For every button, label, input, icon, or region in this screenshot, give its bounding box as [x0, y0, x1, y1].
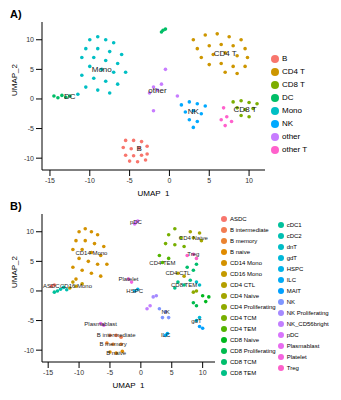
html-text:ASDC: ASDC: [230, 216, 247, 222]
svg-text:10: 10: [199, 369, 207, 376]
svg-text:UMAP_1: UMAP_1: [137, 189, 170, 196]
html-text:DC: DC: [282, 93, 294, 102]
svg-text:-15: -15: [45, 177, 55, 184]
svg-text:B intermediate: B intermediate: [97, 332, 136, 338]
html-text:Platelet: Platelet: [286, 353, 307, 360]
svg-text:5: 5: [170, 369, 174, 376]
html-text:CD8 T: CD8 T: [282, 80, 305, 89]
svg-text:NK: NK: [161, 309, 169, 315]
svg-text:-5: -5: [28, 317, 34, 324]
svg-text:-5: -5: [126, 177, 132, 184]
html-text:CD8 TCM: CD8 TCM: [230, 359, 257, 365]
html-text:NK Proliferating: NK Proliferating: [286, 309, 329, 316]
html-text:NK: NK: [286, 298, 295, 305]
html-text:B: B: [282, 54, 288, 63]
html-text:NK: NK: [282, 119, 294, 128]
html-text:Treg: Treg: [286, 364, 299, 371]
html-text:B memory: B memory: [230, 238, 258, 244]
svg-text:B: B: [136, 144, 141, 153]
html-text:cDC2: cDC2: [286, 232, 302, 239]
html-text:other: other: [282, 132, 301, 141]
svg-text:-5: -5: [28, 125, 34, 132]
svg-text:gdT: gdT: [191, 318, 202, 324]
svg-text:5: 5: [207, 177, 211, 184]
html-text:HSPC: HSPC: [286, 265, 304, 272]
svg-text:CD8 TEM: CD8 TEM: [171, 282, 197, 288]
html-text:CD8 Naive: CD8 Naive: [230, 337, 259, 343]
svg-text:other: other: [148, 86, 167, 95]
svg-text:UMAP_1: UMAP_1: [112, 381, 145, 388]
svg-text:ASDC: ASDC: [43, 283, 60, 289]
html-text:CD16 Mono: CD16 Mono: [230, 271, 262, 277]
svg-text:Mono: Mono: [92, 65, 113, 74]
svg-text:-10: -10: [24, 347, 34, 354]
html-text:Mono: Mono: [282, 106, 302, 115]
html-text:CD4 TCM: CD4 TCM: [230, 315, 257, 321]
svg-text:0: 0: [30, 95, 34, 102]
svg-text:CD8 T: CD8 T: [234, 105, 257, 114]
html-text:gdT: gdT: [286, 254, 297, 261]
svg-text:B memory: B memory: [99, 341, 126, 347]
svg-text:NK: NK: [188, 107, 200, 116]
svg-text:B naive: B naive: [106, 350, 127, 356]
svg-text:ILC: ILC: [161, 332, 171, 338]
html-text:CD14 Mono: CD14 Mono: [230, 260, 262, 266]
svg-text:Platelet: Platelet: [118, 276, 138, 282]
svg-text:CD4 T: CD4 T: [214, 49, 237, 58]
svg-text:0: 0: [30, 287, 34, 294]
svg-text:CD16 Mono: CD16 Mono: [60, 283, 93, 289]
svg-text:-15: -15: [43, 369, 53, 376]
svg-text:0: 0: [167, 177, 171, 184]
svg-text:-10: -10: [85, 177, 95, 184]
html-text:CD8 Proliferating: CD8 Proliferating: [230, 348, 276, 354]
html-text:other T: other T: [282, 145, 308, 154]
svg-text:pDC: pDC: [130, 219, 143, 225]
svg-text:-10: -10: [24, 155, 34, 162]
svg-text:CD4 Naive: CD4 Naive: [179, 235, 209, 241]
svg-text:UMAP_2: UMAP_2: [10, 63, 19, 96]
svg-text:CD4 CTL: CD4 CTL: [165, 270, 191, 276]
svg-text:CD14 Mono: CD14 Mono: [75, 250, 108, 256]
html-text:CD4 Proliferating: CD4 Proliferating: [230, 304, 276, 310]
html-text:B naive: B naive: [230, 249, 250, 255]
svg-text:CD4 TEM: CD4 TEM: [149, 260, 175, 266]
svg-text:10: 10: [26, 228, 34, 235]
html-text:ILC: ILC: [286, 276, 296, 283]
html-text:CD4 T: CD4 T: [282, 67, 305, 76]
html-text:NK_CD56bright: NK_CD56bright: [286, 320, 329, 327]
svg-text:-10: -10: [74, 369, 84, 376]
svg-text:5: 5: [30, 66, 34, 73]
svg-text:UMAP_2: UMAP_2: [10, 255, 19, 288]
html-text:pDC: pDC: [286, 331, 299, 338]
html-text:CD4 Naive: CD4 Naive: [230, 293, 259, 299]
html-text:MAIT: MAIT: [286, 287, 301, 294]
svg-text:HSPC: HSPC: [126, 288, 143, 294]
html-text:B): B): [10, 200, 22, 212]
html-text:A): A): [10, 8, 22, 20]
svg-text:DC: DC: [64, 92, 76, 101]
html-text:Plasmablast: Plasmablast: [286, 342, 320, 349]
html-text:CD8 TEM: CD8 TEM: [230, 370, 257, 376]
svg-text:0: 0: [139, 369, 143, 376]
svg-text:10: 10: [245, 177, 253, 184]
html-text:cDC1: cDC1: [286, 221, 302, 228]
svg-text:Treg: Treg: [187, 251, 199, 257]
svg-text:10: 10: [26, 36, 34, 43]
svg-text:5: 5: [30, 258, 34, 265]
html-text:CD4 CTL: CD4 CTL: [230, 282, 255, 288]
html-text:dnT: dnT: [286, 243, 297, 250]
html-text:B intermediate: B intermediate: [230, 227, 269, 233]
svg-text:Plasmablast: Plasmablast: [84, 321, 117, 327]
svg-text:-5: -5: [107, 369, 113, 376]
html-text:CD4 TEM: CD4 TEM: [230, 326, 257, 332]
